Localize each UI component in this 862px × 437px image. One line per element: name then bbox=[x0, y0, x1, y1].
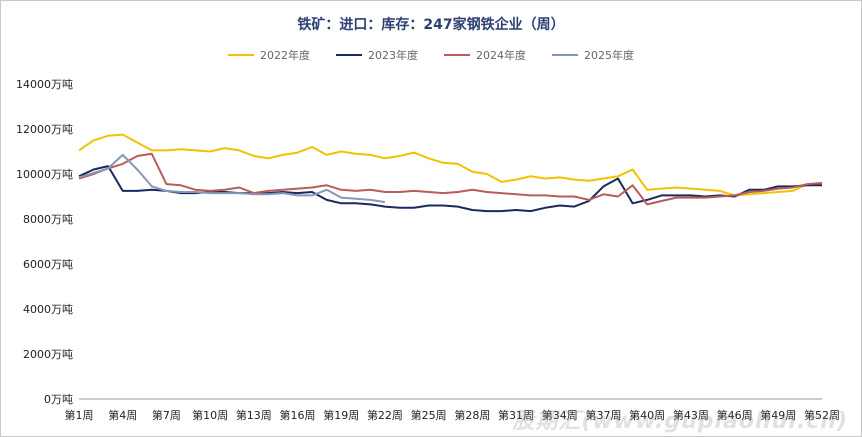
x-tick-label: 第37周 bbox=[585, 408, 621, 422]
x-tick-label: 第43周 bbox=[673, 408, 709, 422]
series-line bbox=[78, 133, 823, 197]
chart-legend: 2022年度 2023年度 2024年度 2025年度 bbox=[0, 47, 862, 63]
x-tick-label: 第49周 bbox=[760, 408, 796, 422]
x-tick-label: 第46周 bbox=[717, 408, 753, 422]
x-tick-label: 第16周 bbox=[280, 408, 316, 422]
x-tick-label: 第52周 bbox=[804, 408, 840, 422]
y-tick-label: 10000万吨 bbox=[16, 168, 73, 181]
y-tick-label: 2000万吨 bbox=[23, 348, 73, 361]
y-tick-label: 0万吨 bbox=[44, 393, 73, 406]
watermark: 股期汇(www.gupiaohui.cn) bbox=[512, 409, 848, 434]
x-tick-label: 第28周 bbox=[454, 408, 490, 422]
x-tick-label: 第7周 bbox=[152, 408, 181, 422]
legend-swatch bbox=[228, 54, 254, 56]
legend-item: 2022年度 bbox=[228, 47, 310, 63]
x-tick-label: 第19周 bbox=[323, 408, 359, 422]
series-line bbox=[78, 153, 386, 204]
y-tick-label: 6000万吨 bbox=[23, 258, 73, 271]
legend-label: 2023年度 bbox=[368, 49, 418, 62]
x-tick-label: 第1周 bbox=[65, 408, 94, 422]
legend-swatch bbox=[336, 54, 362, 56]
x-tick-label: 第4周 bbox=[108, 408, 137, 422]
x-tick-label: 第13周 bbox=[236, 408, 272, 422]
series-line bbox=[78, 152, 823, 206]
x-tick-label: 第40周 bbox=[629, 408, 665, 422]
series-lines bbox=[78, 133, 823, 213]
legend-swatch bbox=[444, 54, 470, 56]
x-tick-label: 第22周 bbox=[367, 408, 403, 422]
legend-label: 2025年度 bbox=[584, 49, 634, 62]
legend-label: 2024年度 bbox=[476, 49, 526, 62]
legend-item: 2023年度 bbox=[336, 47, 418, 63]
x-tick-label: 第31周 bbox=[498, 408, 534, 422]
x-axis: 第1周 第4周 第7周 第10周 第13周 第16周 第19周 第22周 第25周 第28周 第31… bbox=[65, 398, 840, 422]
y-axis: 0万吨 2000万吨 4000万吨 6000万吨 8000万吨 10000万吨 12000万… bbox=[16, 78, 73, 406]
legend-item: 2025年度 bbox=[552, 47, 634, 63]
x-tick-label: 第10周 bbox=[192, 408, 228, 422]
legend-swatch bbox=[552, 54, 578, 56]
legend-item: 2024年度 bbox=[444, 47, 526, 63]
x-tick-label: 第25周 bbox=[411, 408, 447, 422]
y-tick-label: 12000万吨 bbox=[16, 123, 73, 136]
y-tick-label: 14000万吨 bbox=[16, 78, 73, 91]
legend-label: 2022年度 bbox=[260, 49, 310, 62]
y-tick-label: 8000万吨 bbox=[23, 213, 73, 226]
chart-title: 铁矿：进口：库存：247家钢铁企业（周） bbox=[297, 17, 565, 33]
y-tick-label: 4000万吨 bbox=[23, 303, 73, 316]
x-tick-label: 第34周 bbox=[542, 408, 578, 422]
